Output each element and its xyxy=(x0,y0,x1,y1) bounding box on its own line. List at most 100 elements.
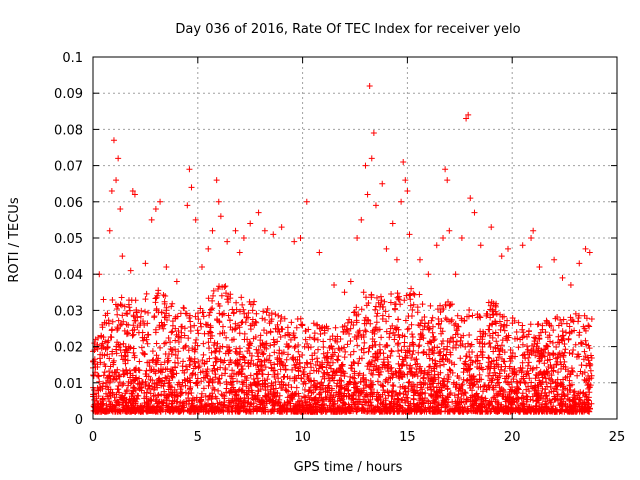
data-point xyxy=(446,367,453,374)
data-point xyxy=(224,296,231,303)
data-point xyxy=(213,316,220,323)
data-point xyxy=(436,358,443,365)
data-point xyxy=(373,313,380,320)
data-point xyxy=(390,383,397,390)
data-point xyxy=(341,400,348,407)
data-point-peak xyxy=(148,216,155,223)
data-point xyxy=(210,292,217,299)
data-point xyxy=(169,400,176,407)
data-point xyxy=(144,331,151,338)
points-layer xyxy=(90,82,595,415)
data-point xyxy=(418,397,425,404)
data-point xyxy=(402,354,409,361)
data-point xyxy=(275,312,282,319)
data-point xyxy=(374,310,381,317)
data-point-peak xyxy=(291,238,298,245)
data-point xyxy=(311,350,318,357)
data-point xyxy=(355,329,362,336)
data-point xyxy=(118,321,125,328)
data-point xyxy=(400,408,407,415)
data-point xyxy=(114,327,121,334)
data-point-peak xyxy=(559,274,566,281)
data-point-peak xyxy=(198,263,205,270)
data-point xyxy=(455,323,462,330)
data-point xyxy=(479,352,486,359)
data-point xyxy=(185,347,192,354)
data-point xyxy=(103,320,110,327)
data-point xyxy=(238,294,245,301)
data-point xyxy=(271,349,278,356)
data-point xyxy=(414,304,421,311)
data-point xyxy=(335,353,342,360)
data-point xyxy=(116,396,123,403)
data-point xyxy=(552,408,559,415)
data-point xyxy=(138,344,145,351)
data-point xyxy=(278,313,285,320)
data-point xyxy=(310,408,317,415)
data-point xyxy=(571,388,578,395)
data-point xyxy=(312,381,319,388)
data-point xyxy=(536,407,543,414)
data-point xyxy=(144,385,151,392)
data-point xyxy=(321,370,328,377)
data-point xyxy=(431,407,438,414)
data-point xyxy=(542,386,549,393)
data-point-peak xyxy=(444,177,451,184)
data-point xyxy=(502,363,509,370)
data-point xyxy=(512,353,519,360)
data-point xyxy=(254,350,261,357)
data-point xyxy=(380,383,387,390)
data-point-peak xyxy=(131,191,138,198)
data-point xyxy=(432,360,439,367)
data-point xyxy=(447,351,454,358)
data-point-peak xyxy=(91,387,98,394)
data-point xyxy=(143,367,150,374)
data-point xyxy=(227,373,234,380)
data-point xyxy=(178,383,185,390)
data-point xyxy=(334,357,341,364)
data-point xyxy=(429,356,436,363)
data-point-peak xyxy=(404,187,411,194)
data-point xyxy=(497,326,504,333)
data-point xyxy=(519,326,526,333)
data-point xyxy=(95,393,102,400)
data-point xyxy=(436,349,443,356)
data-point xyxy=(186,357,193,364)
data-point xyxy=(468,341,475,348)
data-point xyxy=(223,378,230,385)
data-point xyxy=(343,326,350,333)
data-point xyxy=(495,354,502,361)
data-point xyxy=(452,344,459,351)
data-point xyxy=(180,358,187,365)
data-point-peak xyxy=(192,216,199,223)
data-point xyxy=(234,407,241,414)
data-point xyxy=(187,318,194,325)
data-point xyxy=(114,398,121,405)
data-point xyxy=(509,315,516,322)
data-point xyxy=(137,408,144,415)
data-point xyxy=(158,369,165,376)
data-point xyxy=(165,380,172,387)
data-point xyxy=(198,378,205,385)
data-point xyxy=(543,393,550,400)
data-point xyxy=(119,312,126,319)
data-point xyxy=(180,345,187,352)
data-point xyxy=(406,378,413,385)
data-point xyxy=(144,320,151,327)
data-point xyxy=(440,345,447,352)
data-point xyxy=(119,356,126,363)
data-point xyxy=(91,340,98,347)
data-point xyxy=(571,327,578,334)
y-tick-label: 0.01 xyxy=(54,377,83,392)
data-point-peak xyxy=(425,271,432,278)
data-point xyxy=(397,384,404,391)
data-point xyxy=(328,353,335,360)
data-point-peak xyxy=(530,227,537,234)
data-point xyxy=(520,351,527,358)
data-point xyxy=(347,379,354,386)
data-point xyxy=(554,376,561,383)
data-point xyxy=(540,349,547,356)
data-point xyxy=(196,397,203,404)
data-point xyxy=(420,400,427,407)
data-point xyxy=(407,369,414,376)
